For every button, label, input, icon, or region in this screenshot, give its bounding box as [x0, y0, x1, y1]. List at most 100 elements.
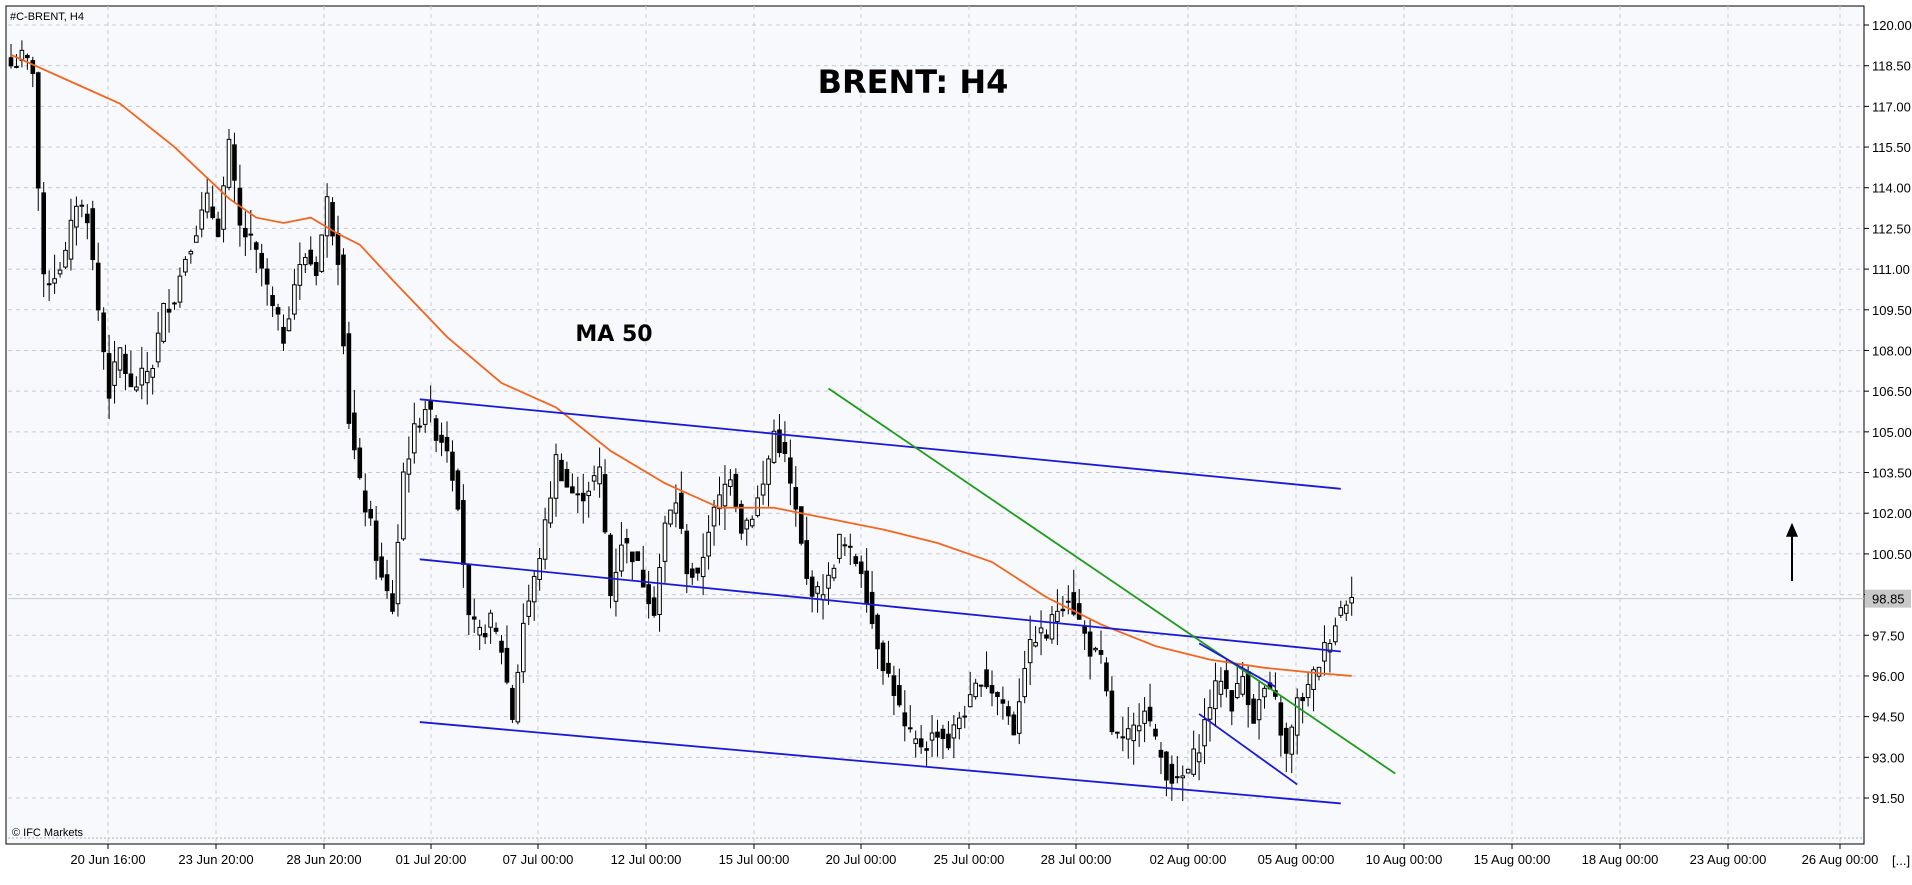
- candle: [869, 571, 875, 629]
- candle: [929, 715, 935, 757]
- candle-body-up: [673, 502, 679, 514]
- candle-body-up: [1131, 724, 1137, 742]
- candle: [531, 570, 537, 621]
- candle: [1109, 676, 1115, 736]
- candle-body-up: [1343, 604, 1349, 614]
- candle: [106, 334, 112, 420]
- candle-body-down: [281, 326, 286, 344]
- candle: [1120, 716, 1126, 752]
- channel-lower-line: [419, 721, 1341, 805]
- candle-body-down: [439, 434, 444, 443]
- downtrend-line: [827, 387, 1396, 775]
- candle-body-up: [815, 586, 820, 594]
- x-tick-label: 25 Jul 00:00: [934, 852, 1005, 867]
- candle: [957, 711, 962, 740]
- candle: [608, 532, 613, 609]
- candle: [804, 516, 810, 585]
- candle-body-up: [1136, 725, 1142, 732]
- candle: [570, 473, 575, 494]
- x-tick-label: 26 Aug 00:00: [1802, 852, 1879, 867]
- candle: [918, 724, 924, 754]
- candle: [597, 447, 602, 498]
- candle: [526, 584, 532, 626]
- candle-body-down: [259, 252, 264, 269]
- candle: [450, 440, 455, 492]
- candle-body-up: [826, 574, 831, 589]
- candle: [1289, 724, 1295, 774]
- x-tick-label: 07 Jul 00:00: [503, 852, 574, 867]
- candle-body-up: [542, 519, 548, 560]
- candle: [1284, 722, 1289, 773]
- candle-body-up: [1027, 639, 1033, 664]
- candle-body-up: [134, 386, 139, 391]
- candle: [248, 209, 254, 251]
- candle-body-up: [1262, 687, 1267, 698]
- watermark: © IFC Markets: [12, 827, 84, 839]
- candle-body-up: [1175, 776, 1180, 779]
- candle: [357, 438, 363, 480]
- chart-title: BRENT: H4: [818, 63, 1009, 101]
- candle-body-up: [1120, 736, 1126, 739]
- candle-body-up: [74, 205, 79, 228]
- candle-body-down: [739, 503, 744, 534]
- candle-body-down: [25, 54, 30, 59]
- candle-body-down: [684, 530, 690, 575]
- candle: [657, 553, 662, 632]
- candle: [1142, 697, 1147, 743]
- candle-body-down: [875, 614, 880, 650]
- candle: [308, 236, 314, 266]
- y-tick-label: 117.00: [1872, 99, 1911, 114]
- candle-body-up: [1185, 768, 1191, 774]
- candle-body-down: [499, 640, 504, 653]
- candle-body-up: [662, 522, 668, 562]
- candle: [1338, 600, 1344, 618]
- candle-body-down: [335, 232, 341, 265]
- candle-body-up: [957, 717, 962, 730]
- candle: [907, 705, 913, 733]
- candle: [891, 665, 897, 716]
- candle-body-up: [112, 361, 117, 386]
- x-tick-label: 20 Jul 00:00: [826, 852, 897, 867]
- candle-body-down: [85, 213, 90, 224]
- candle-body-up: [172, 302, 177, 305]
- candle-body-down: [891, 675, 897, 696]
- candle: [493, 622, 499, 635]
- candle-body-down: [689, 568, 695, 578]
- candle-body-down: [123, 353, 128, 375]
- candle-body-up: [515, 671, 521, 723]
- y-tick-label: 97.50: [1872, 628, 1905, 643]
- candle-body-up: [1038, 627, 1044, 634]
- candle-body-up: [1016, 701, 1022, 734]
- candle-body-up: [1338, 607, 1344, 616]
- candle-body-up: [68, 219, 74, 260]
- candle-body-up: [537, 558, 542, 580]
- x-tick-label: 01 Jul 20:00: [396, 852, 467, 867]
- corner-text[interactable]: [...]: [1892, 853, 1910, 868]
- candle-body-down: [640, 569, 646, 588]
- candle: [510, 684, 515, 724]
- candle: [319, 234, 324, 273]
- candle-body-up: [422, 409, 428, 425]
- y-tick-label: 114.00: [1872, 181, 1911, 196]
- candle: [422, 400, 428, 433]
- candle: [499, 635, 504, 665]
- candle-body-down: [733, 473, 739, 507]
- candle: [875, 613, 880, 669]
- candle-body-down: [1153, 728, 1158, 737]
- candle-body-down: [455, 470, 461, 510]
- candle: [471, 598, 477, 634]
- candle-body-up: [139, 367, 145, 386]
- y-tick-label: 103.50: [1872, 466, 1912, 481]
- candle: [384, 559, 390, 599]
- x-tick-label: 28 Jul 00:00: [1041, 852, 1112, 867]
- candle: [352, 389, 357, 460]
- candle: [586, 481, 592, 518]
- candle-body-up: [161, 303, 166, 342]
- candle-body-up: [531, 575, 537, 603]
- candle: [150, 364, 155, 395]
- candle-body-up: [319, 234, 324, 272]
- candle-body-up: [199, 209, 205, 230]
- candle-body-up: [929, 732, 935, 741]
- candle-body-up: [1093, 647, 1098, 651]
- candle: [8, 44, 14, 69]
